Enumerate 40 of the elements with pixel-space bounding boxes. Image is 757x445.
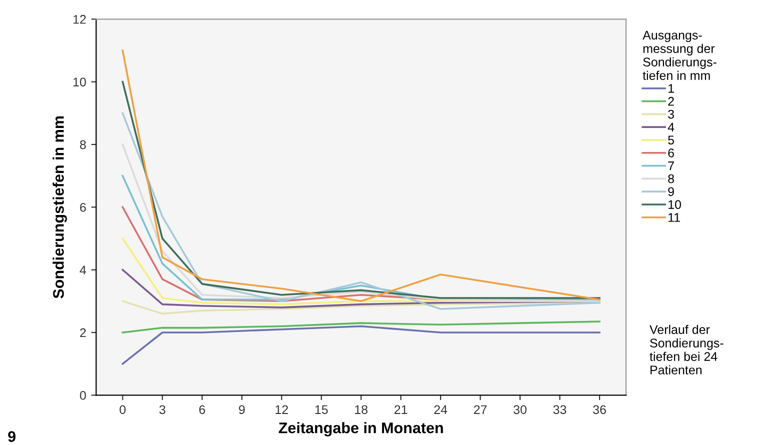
x-tick-label: 27 [474,405,487,414]
x-tick-label: 9 [238,405,245,414]
y-tick-label: 12 [73,14,86,24]
x-tick-label: 15 [315,405,328,414]
x-tick-label: 18 [355,405,368,414]
legend-label: 4 [668,122,674,132]
x-tick-label: 36 [593,405,606,414]
legend-label: 10 [668,200,682,209]
x-tick-label: 21 [394,405,408,414]
legend-label: 2 [668,96,674,106]
x-tick-label: 0 [120,405,126,414]
x-tick-label: 12 [276,405,288,414]
x-tick-label: 6 [199,405,206,414]
y-tick-label: 8 [80,140,86,150]
legend-label: 1 [668,84,674,93]
y-tick-label: 10 [73,78,86,86]
line-series [122,320,600,334]
x-axis-title: Zeitangabe in Monaten [278,422,443,436]
legend-title: Ausgangs- messung der Sondierungs- tiefen in mm [642,30,716,80]
line-series [122,144,600,302]
text: 9 [8,431,16,442]
y-tick-label: 2 [80,328,86,338]
y-tick-label: 6 [80,202,86,212]
legend-label: 7 [668,162,674,170]
legend-label: 6 [668,148,674,158]
y-tick-label: 4 [80,266,86,274]
x-tick-label: 30 [514,405,527,414]
legend-label: 3 [668,110,674,119]
legend-label: 9 [668,187,674,196]
x-tick-label: 33 [553,405,566,414]
legend-label: 5 [668,136,674,144]
legend-label: 11 [668,213,680,222]
y-tick-label: 0 [80,390,86,400]
x-tick-label: 3 [159,405,166,414]
legend-label: 8 [668,174,674,184]
text: Verlauf der Sondierungs- tiefen bei 24 Patienten [650,324,724,374]
line-series [122,325,600,365]
x-tick-label: 24 [434,405,448,414]
y-axis-title: Sondierungstiefen in mm [52,116,67,298]
line-series [122,112,600,310]
